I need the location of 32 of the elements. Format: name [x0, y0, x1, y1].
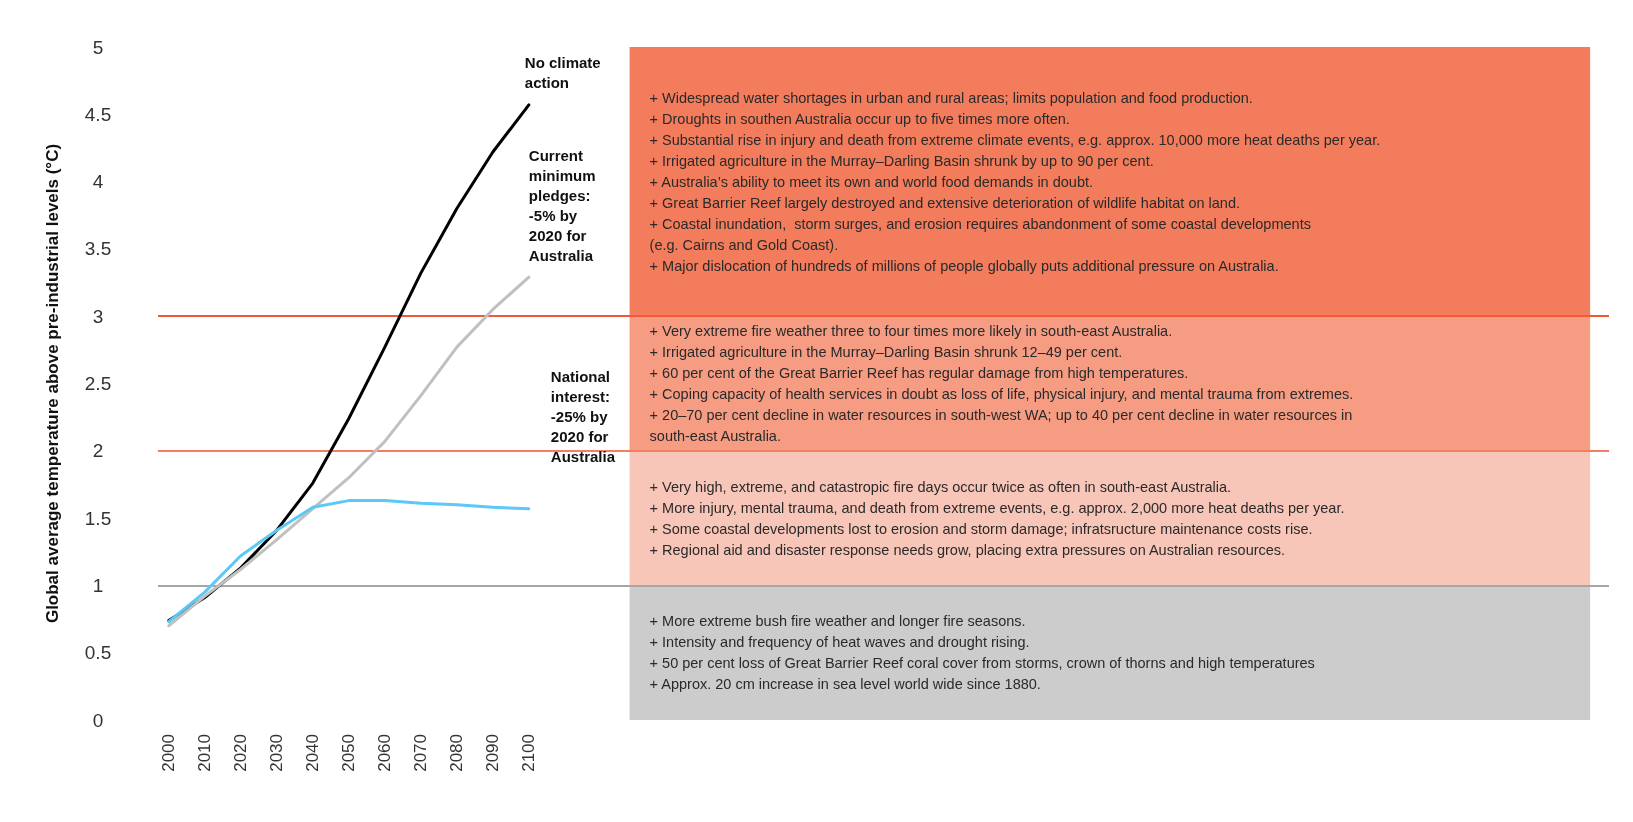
x-tick-label: 2080	[447, 734, 467, 772]
series-label: No climate action	[524, 54, 605, 92]
band-label: + More extreme bush fire weather and longer fire seasons. + Intensity and frequency of heat waves and drought rising. + 50 per cent loss of Great Barrier Reef coral cover from storms, crown of thorns and high temperatures + Approx. 20 cm increase in sea level world wide since 1880.	[649, 613, 1315, 693]
y-tick-label: 4.5	[84, 103, 112, 125]
x-tick-label: 2010	[195, 734, 215, 772]
y-tick-label: 1.5	[84, 507, 112, 529]
y-tick-label: 3	[92, 305, 104, 327]
y-tick-label: 0	[92, 709, 104, 731]
line-series	[167, 275, 531, 628]
x-tick-label: 2040	[303, 734, 323, 772]
y-tick-label: 2	[92, 440, 104, 462]
y-tick-label: 1	[92, 574, 104, 596]
y-tick-label: 3.5	[84, 238, 112, 260]
x-tick-label: 2030	[267, 734, 287, 772]
x-tick-label: 2070	[411, 734, 431, 772]
x-tick-label: 2020	[231, 734, 251, 772]
x-tick-label: 2090	[483, 734, 503, 772]
x-tick-label: 2100	[519, 734, 539, 772]
x-tick-label: 2050	[339, 734, 359, 772]
text: + Widespread water shortages in urban and rural areas; limits population and food production. + Droughts in southen Australia occur up to five times more often. + Substantial rise in injury and death from extreme climate events, e.g. approx. 10,000 more heat deaths per year. + Irrigated agriculture in the Murray–Darling Basin shrunk by up to 90 per cent. + Australia’s ability to meet its own and world food demands in doubt. + Great Barrier Reef largely destroyed and extensive deterioration of wildlife habitat on land. + Coastal inundation, storm surges, and erosion requires abandonment of some coastal developments (e.g. Cairns and Gold Coast). + Major dislocation of hundreds of millions of people globally puts additional pressure on Australia.	[649, 89, 1381, 274]
series-label: Current minimum pledges: -5% by 2020 for Australia	[528, 146, 600, 264]
y-tick-label: 2.5	[84, 373, 112, 394]
text: National interest: -25% by 2020 for Australia	[550, 368, 616, 466]
y-tick-label: 5	[92, 36, 104, 58]
y-tick-label: 4	[92, 171, 104, 193]
band-label: + Very extreme fire weather three to four times more likely in south-east Australia. + Irrigated agriculture in the Murray–Darling Basin shrunk 12–49 per cent. + 60 per cent of the Great Barrier Reef has regular damage from high temperatures. + Coping capacity of health services in doubt as loss of life, physical injury, and mental trauma from extremes. + 20–70 per cent decline in water resources in south-west WA; up to 40 per cent decline in water resources in south-east Australia.	[649, 323, 1354, 444]
y-axis-title: Global average temperature above pre-industrial levels (°C)	[42, 143, 62, 624]
x-tick-label: 2000	[159, 734, 179, 772]
line-series	[167, 499, 531, 624]
band-label: + Very high, extreme, and catastropic fire days occur twice as often in south-east Australia. + More injury, mental trauma, and death from extreme events, e.g. approx. 2,000 more heat deaths per year. + Some coastal developments lost to erosion and storm damage; infratsructure maintenance costs rise. + Regional aid and disaster response needs grow, placing extra pressures on Australian resources.	[649, 478, 1345, 558]
y-tick-label: 0.5	[84, 642, 112, 664]
x-tick-label: 2060	[375, 734, 395, 772]
